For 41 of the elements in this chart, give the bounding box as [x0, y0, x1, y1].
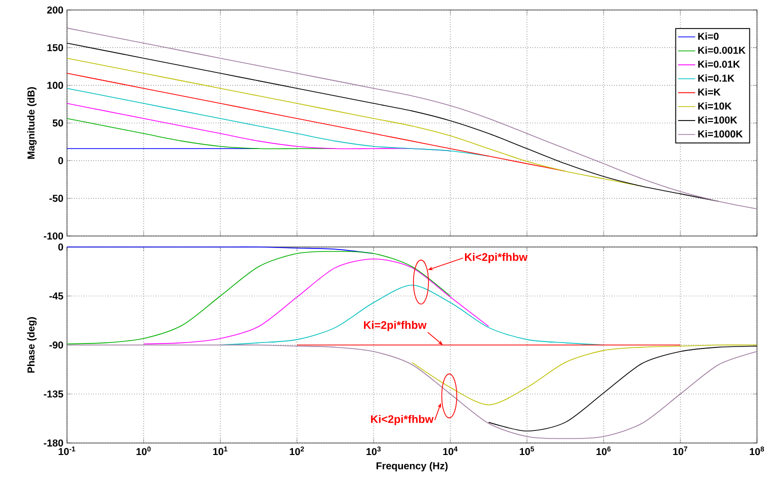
y-tick-label: 100	[47, 82, 64, 89]
y-tick-label: -100	[44, 232, 64, 240]
y-tick-label: 0	[58, 157, 64, 164]
x-tick-label: 10$^{6}$	[596, 446, 611, 456]
x-tick-label: 10$^{2}$	[290, 446, 304, 456]
y-tick-label: 200	[47, 6, 64, 14]
annotation: Ki<2pi*fhbw	[371, 414, 434, 426]
legend-label: Ki=K	[698, 88, 721, 96]
x-tick-label: 10$^{7}$	[673, 446, 688, 456]
legend-label: Ki=1000K	[698, 130, 743, 138]
legend-label: Ki=100K	[698, 116, 738, 124]
x-tick-label: 10$^{8}$	[750, 446, 764, 456]
y-tick-label: -45	[49, 292, 64, 300]
line-series	[66, 28, 758, 210]
x-tick-label: 10$^{5}$	[520, 446, 534, 456]
y-tick-label: -90	[49, 341, 64, 349]
y-tick-label: 150	[47, 44, 64, 52]
x-axis-title: Frequency (Hz)	[376, 462, 448, 472]
x-tick-label: 10$^{-1}$	[58, 446, 76, 456]
annotation: Ki<2pi*fhbw	[465, 252, 528, 264]
line-series	[66, 250, 451, 344]
line-series	[66, 344, 758, 440]
y-tick-label: 50	[52, 119, 64, 127]
legend-label: Ki=0.1K	[698, 74, 734, 82]
line-series	[66, 88, 490, 157]
x-tick-label: 10$^{4}$	[443, 446, 458, 456]
annotation: Ki=2pi*fhbw	[364, 320, 427, 332]
legend-label: Ki=0.01K	[698, 60, 740, 68]
y-axis-title: Magnitude (dB)	[27, 87, 37, 159]
y-axis-title: Phase (deg)	[27, 317, 37, 373]
legend-label: Ki=10K	[698, 102, 732, 110]
line-series	[412, 344, 758, 406]
x-tick-label: 10$^{3}$	[366, 446, 381, 456]
x-tick-label: 10$^{1}$	[213, 446, 228, 456]
x-tick-label: 10$^{0}$	[136, 446, 151, 456]
y-tick-label: -135	[44, 390, 64, 398]
y-tick-label: 0	[58, 243, 64, 251]
y-tick-label: -50	[49, 194, 64, 202]
legend-label: Ki=0.001K	[698, 46, 746, 54]
legend-label: Ki=0	[698, 32, 719, 40]
y-tick-label: -180	[44, 439, 64, 447]
